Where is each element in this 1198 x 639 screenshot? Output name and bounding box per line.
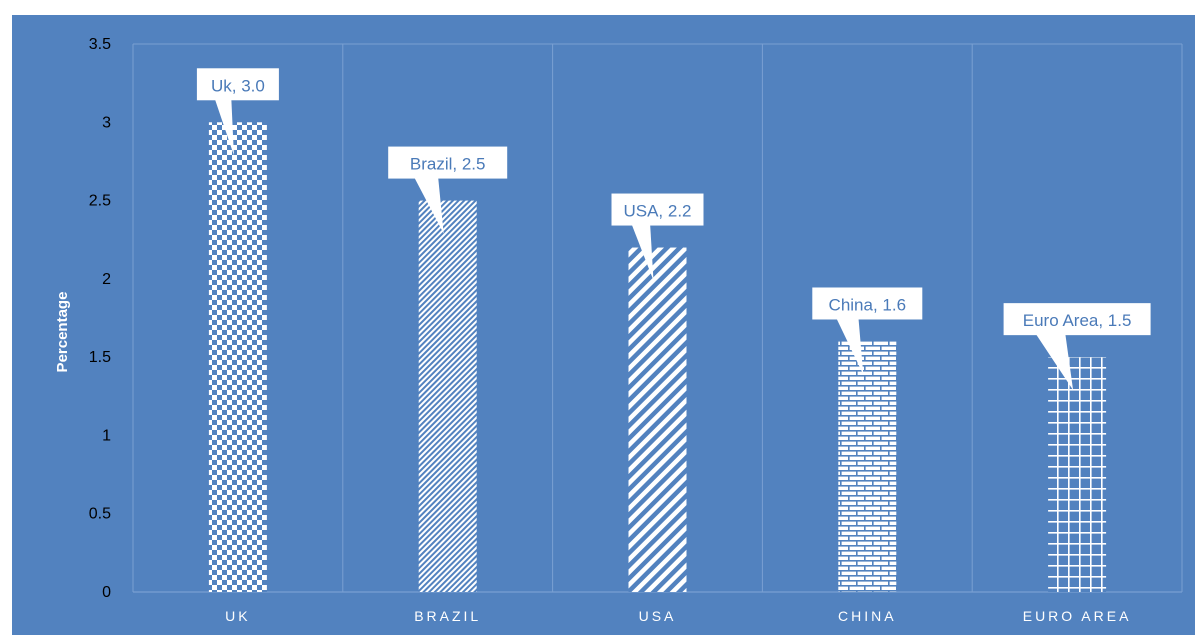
callout-pointer xyxy=(1035,334,1074,391)
data-label-callout: USA, 2.2 xyxy=(611,193,704,281)
y-tick-label: 3 xyxy=(102,114,111,131)
data-label: Brazil, 2.5 xyxy=(410,155,486,174)
y-tick-label: 0 xyxy=(102,584,111,601)
data-label-callout: Uk, 3.0 xyxy=(196,68,279,156)
data-label-callout: Euro Area, 1.5 xyxy=(1003,303,1151,391)
x-category-label: UK xyxy=(225,608,250,624)
bar-euro-area xyxy=(1048,357,1107,592)
y-tick-label: 1 xyxy=(102,427,111,444)
y-tick-label: 1.5 xyxy=(89,349,111,366)
y-tick-label: 3.5 xyxy=(89,36,111,53)
bar-chart: Uk, 3.0 Brazil, 2.5 USA, 2.2 China, 1.6 Euro… xyxy=(12,15,1195,635)
data-label: USA, 2.2 xyxy=(623,202,691,221)
callout-box xyxy=(388,146,508,179)
bar-china xyxy=(838,341,897,592)
x-category-label: USA xyxy=(639,608,677,624)
bar-brazil xyxy=(418,200,477,593)
callout-pointer xyxy=(214,99,234,156)
callout-pointer xyxy=(836,318,864,375)
y-tick-label: 2 xyxy=(102,271,111,288)
data-label-callout: China, 1.6 xyxy=(812,287,923,375)
callout-pointer xyxy=(631,224,654,281)
bar-uk xyxy=(208,122,267,593)
x-category-label: CHINA xyxy=(838,608,897,624)
data-label: China, 1.6 xyxy=(829,295,907,314)
y-axis-label: Percentage xyxy=(54,292,71,373)
x-category-label: EURO AREA xyxy=(1023,608,1132,624)
data-label: Uk, 3.0 xyxy=(211,76,265,95)
callout-box xyxy=(812,287,923,320)
chart-area: Uk, 3.0 Brazil, 2.5 USA, 2.2 China, 1.6 Euro… xyxy=(12,15,1195,635)
data-label-callout: Brazil, 2.5 xyxy=(388,146,508,234)
callout-box xyxy=(196,68,279,101)
bar-usa xyxy=(628,247,687,593)
data-label: Euro Area, 1.5 xyxy=(1023,311,1132,330)
x-category-label: BRAZIL xyxy=(414,608,481,624)
callout-box xyxy=(1003,303,1151,336)
y-tick-label: 0.5 xyxy=(89,506,111,523)
callout-pointer xyxy=(414,177,444,234)
y-tick-label: 2.5 xyxy=(89,193,111,210)
callout-box xyxy=(611,193,704,226)
